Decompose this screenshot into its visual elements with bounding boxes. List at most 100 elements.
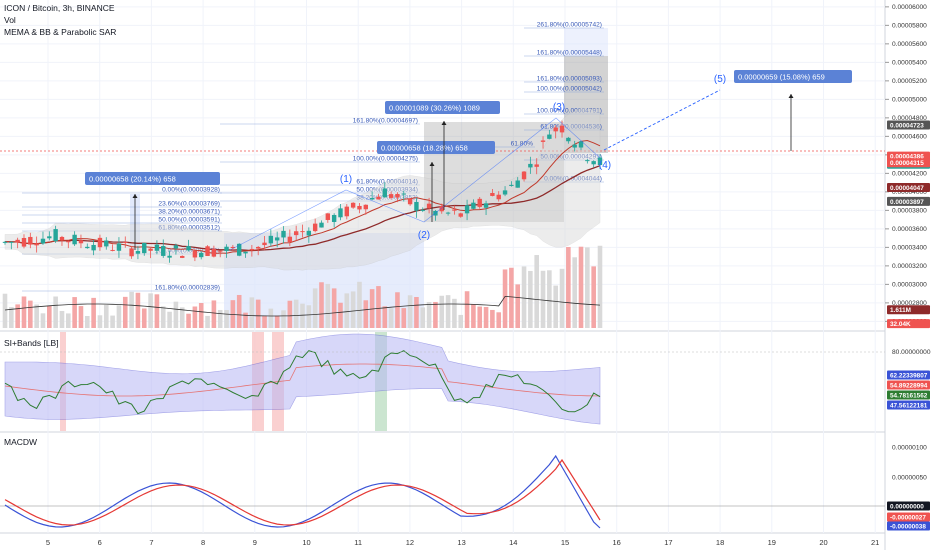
time-tick-label: 11 xyxy=(354,538,362,547)
candle-body xyxy=(521,171,527,180)
volume-bar xyxy=(490,309,495,328)
grid xyxy=(0,0,885,533)
fib-level-label: 50.00%(0.00003934) xyxy=(356,187,418,194)
volume-bar xyxy=(344,293,350,328)
candle-body xyxy=(407,198,413,205)
price-tag xyxy=(887,120,930,130)
volume-bar xyxy=(135,292,141,328)
volume-bar xyxy=(325,283,331,328)
candle-body xyxy=(528,163,533,168)
volume-bar xyxy=(9,307,14,328)
volume-bar xyxy=(236,294,242,328)
volume-bar xyxy=(585,247,590,328)
candle-body xyxy=(376,196,381,200)
price-tag xyxy=(887,183,930,193)
candle-body xyxy=(401,193,406,195)
fib-zone xyxy=(424,122,564,222)
volume-bar xyxy=(281,310,286,328)
volume-bar xyxy=(103,304,109,328)
candle-body xyxy=(591,161,596,165)
measure-arrowhead xyxy=(429,162,435,166)
volume-bar xyxy=(559,268,565,328)
candle-body xyxy=(205,246,210,256)
measure-arrowhead xyxy=(788,94,794,98)
price-tag-label: 0.00003897 xyxy=(890,199,924,206)
candle-body xyxy=(243,251,248,254)
candle-body xyxy=(572,144,577,148)
macd-legend: MACDW xyxy=(4,437,37,447)
measure-callout-box xyxy=(385,101,500,114)
volume-bar xyxy=(477,306,483,328)
price-tick-label: 0.00003200 xyxy=(892,263,927,270)
volume-bar xyxy=(211,300,217,328)
price-axis[interactable]: 0.00006000 0.00005800 0.00005600 0.00005400… xyxy=(885,4,931,531)
volume-bar xyxy=(141,308,147,328)
measure-callout-label: 0.00000658 (20.14%) 658 xyxy=(89,175,176,184)
candle-body xyxy=(388,194,394,198)
candle-body xyxy=(306,230,312,236)
candle-body xyxy=(110,249,115,251)
time-tick-label: 18 xyxy=(716,538,724,547)
volume-bar xyxy=(414,296,419,328)
price-tick-label: 0.00003000 xyxy=(892,282,927,289)
bollinger-band xyxy=(4,107,601,271)
volume-bar xyxy=(34,304,39,328)
volume-bar xyxy=(186,313,191,328)
time-tick-label: 15 xyxy=(561,538,569,547)
rsi-value-tag-label: 47.56122181 xyxy=(890,402,928,409)
candle-body xyxy=(509,184,514,186)
rsi-value-tag-label: 62.22339807 xyxy=(890,372,928,379)
macd-value-tag xyxy=(887,501,930,511)
highlight-zones xyxy=(60,28,608,431)
elliott-wave-path xyxy=(229,117,601,251)
volume-bar xyxy=(53,296,58,328)
candle-body xyxy=(585,160,590,162)
time-axis[interactable]: 5 6 7 8 9 10 11 12 13 14 15 16 17 18 19 20 21 xyxy=(46,538,879,547)
candles xyxy=(2,120,603,263)
wave-projection-line xyxy=(603,89,721,151)
time-tick-label: 13 xyxy=(457,538,465,547)
volume-bar xyxy=(401,308,407,328)
candle-body xyxy=(9,241,14,243)
rsi-value-tag xyxy=(887,400,930,410)
rsi-tick-label: 80.00000000 xyxy=(892,349,931,356)
candle-body xyxy=(350,202,356,208)
volume-bar xyxy=(21,296,27,328)
annotations: 0.00000658 (20.14%) 658 0.00001089 (30.26… xyxy=(85,70,852,251)
volume-legend: Vol xyxy=(4,15,16,25)
fib-level-label: 161.80%(0.00004697) xyxy=(353,118,418,125)
volume-bar xyxy=(572,257,577,328)
candle-body xyxy=(129,248,134,257)
price-tick-label: 0.00003400 xyxy=(892,245,927,252)
candle-body xyxy=(319,222,324,228)
volume-bar xyxy=(116,305,122,328)
candle-body xyxy=(559,125,565,133)
price-tag xyxy=(887,196,930,206)
price-tick-label: 0.00005800 xyxy=(892,23,927,30)
volume-bar xyxy=(433,301,438,328)
fib-level-label: 38.20%(0.00003671) xyxy=(158,209,220,216)
candle-body xyxy=(382,188,387,198)
volume-bar xyxy=(148,293,153,328)
volume-bar xyxy=(578,246,584,328)
candle-body xyxy=(268,235,274,244)
candle-body xyxy=(566,137,571,142)
volume-bar xyxy=(363,300,369,328)
volume-bar xyxy=(198,303,204,328)
price-tick-label: 0.00004200 xyxy=(892,171,927,178)
candle-body xyxy=(471,202,476,209)
candle-body xyxy=(312,223,318,232)
fib-level-label: 100.00%(0.00003255) xyxy=(155,248,220,255)
time-tick-label: 17 xyxy=(664,538,672,547)
candle-body xyxy=(420,209,425,211)
volume-bar xyxy=(84,315,90,328)
fib-level-label: 161.80%(0.00005448) xyxy=(537,50,602,57)
candle-body xyxy=(578,141,584,148)
candle-body xyxy=(218,250,223,252)
candle-body xyxy=(237,243,242,256)
macd-value-tag-label: 0.00000000 xyxy=(890,503,924,510)
fib-level-label: 61.80%(0.00003512) xyxy=(158,225,220,232)
fib-level-label: 261.80%(0.00005742) xyxy=(537,22,602,29)
volume-bar xyxy=(268,308,274,328)
